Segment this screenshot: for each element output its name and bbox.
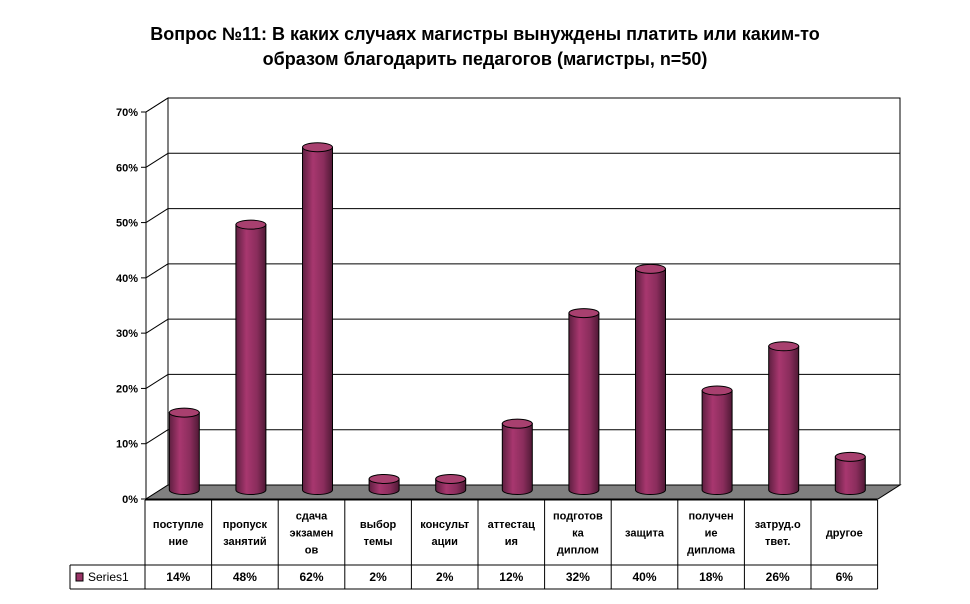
gridline-side <box>145 429 169 445</box>
y-tick-label: 70% <box>116 107 138 119</box>
bar-top <box>168 407 200 418</box>
legend-series-name: Series1 <box>88 570 129 584</box>
category-label: консульт <box>420 519 470 531</box>
category-label: ации <box>431 536 457 548</box>
category-label: сдача <box>296 511 328 523</box>
category-label: занятий <box>223 536 266 548</box>
legend-swatch <box>75 572 84 582</box>
bar-top <box>834 451 866 462</box>
bar-7 <box>568 308 600 495</box>
bar-3 <box>302 142 333 495</box>
category-label: получен <box>688 511 733 523</box>
y-tick-label: 60% <box>116 162 138 174</box>
bar-top <box>501 418 533 429</box>
y-tick-label: 40% <box>116 273 138 285</box>
bar-10 <box>768 341 800 495</box>
bar-2 <box>235 219 267 495</box>
bar-4 <box>368 473 400 495</box>
chart-title: Вопрос №11: В каких случаях магистры вын… <box>60 22 910 72</box>
value-label: 6% <box>836 570 854 584</box>
bar-8 <box>635 263 666 495</box>
value-label: 2% <box>436 570 454 584</box>
bar-top <box>768 341 800 352</box>
category-label: затруд.о <box>755 519 801 531</box>
value-label: 48% <box>233 570 257 584</box>
bar-body <box>302 146 333 495</box>
category-label: экзамен <box>290 528 334 540</box>
bar-body <box>768 345 800 495</box>
y-tick-label: 10% <box>116 439 138 451</box>
value-label: 14% <box>166 570 190 584</box>
y-tick-label: 20% <box>116 383 138 395</box>
bar-body <box>501 423 533 495</box>
bar-top <box>568 308 600 319</box>
value-label: 26% <box>766 570 790 584</box>
y-tick-label: 30% <box>116 328 138 340</box>
gridline-side <box>145 374 169 389</box>
category-label: ка <box>572 528 585 540</box>
value-label: 32% <box>566 570 590 584</box>
category-label: твет. <box>765 536 790 548</box>
category-label: выбор <box>360 519 397 531</box>
bar-1 <box>168 407 200 495</box>
category-label: темы <box>364 536 393 548</box>
y-tick-label: 0% <box>122 494 138 506</box>
bar-top <box>235 219 267 230</box>
chart-title-line-2: образом благодарить педагогов (магистры,… <box>262 49 708 69</box>
bar-top <box>302 142 333 153</box>
bar-5 <box>435 473 467 495</box>
plot-side-wall <box>145 97 169 500</box>
gridline-side <box>145 152 169 168</box>
category-label: диплом <box>557 545 599 557</box>
bar-top <box>435 473 467 484</box>
gridline-side <box>145 208 169 223</box>
bar-body <box>235 224 267 495</box>
bar-9 <box>701 385 733 495</box>
gridline-side <box>145 318 169 334</box>
value-label: 18% <box>699 570 723 584</box>
bar-body <box>701 389 733 495</box>
bar-body <box>168 412 200 495</box>
category-label: другое <box>826 528 863 540</box>
gridline-side <box>145 263 169 279</box>
category-label: защита <box>625 528 665 540</box>
value-label: 62% <box>299 570 323 584</box>
bar-top <box>701 385 733 396</box>
category-label: аттестац <box>488 519 535 531</box>
bar-11 <box>834 451 866 495</box>
bar-body <box>635 268 666 495</box>
category-label: диплома <box>687 545 736 557</box>
bar-top <box>635 263 666 274</box>
category-label: поступле <box>153 519 204 531</box>
bar-body <box>568 312 600 495</box>
category-label: ние <box>169 536 189 548</box>
value-label: 12% <box>499 570 523 584</box>
bar-body <box>834 456 866 495</box>
gridline-side <box>145 97 169 113</box>
chart-title-line-1: Вопрос №11: В каких случаях магистры вын… <box>150 24 820 44</box>
category-label: ие <box>705 528 718 540</box>
category-label: пропуск <box>223 519 268 531</box>
y-tick-label: 50% <box>116 218 138 230</box>
category-label: подготов <box>553 511 603 523</box>
value-label: 40% <box>632 570 656 584</box>
category-label: ия <box>505 536 518 548</box>
category-label: ов <box>305 545 319 557</box>
bar-top <box>368 473 400 484</box>
value-label: 2% <box>369 570 387 584</box>
bar-6 <box>501 418 533 495</box>
